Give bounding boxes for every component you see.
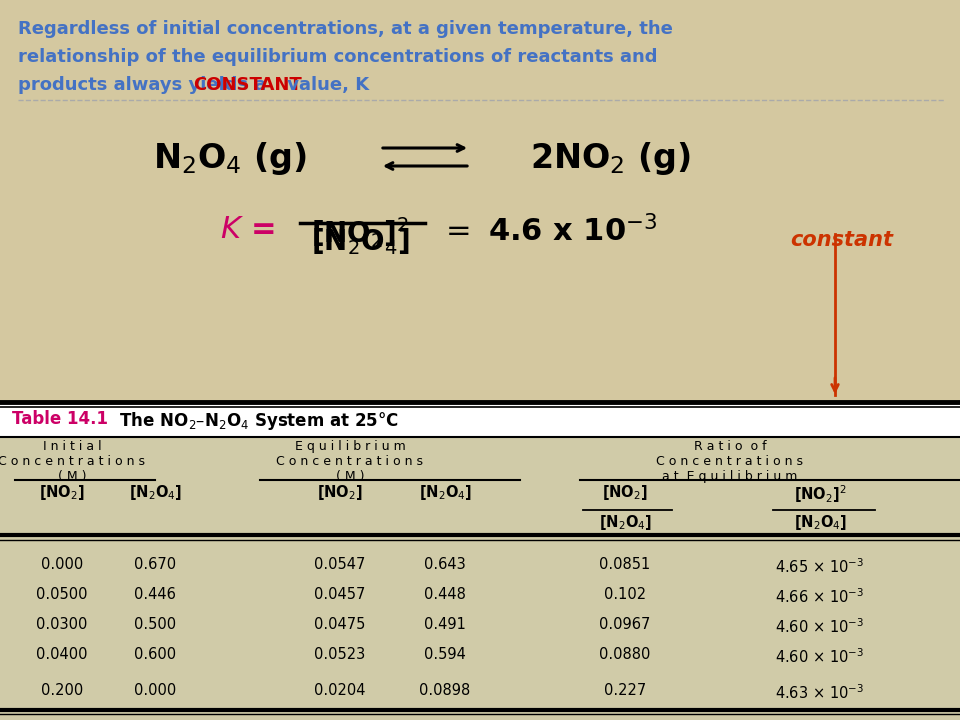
Text: Regardless of initial concentrations, at a given temperature, the: Regardless of initial concentrations, at…: [18, 20, 673, 38]
Text: E q u i l i b r i u m
C o n c e n t r a t i o n s
( M ): E q u i l i b r i u m C o n c e n t r a …: [276, 440, 423, 483]
Text: 4.60 $\times$ 10$^{-3}$: 4.60 $\times$ 10$^{-3}$: [776, 617, 865, 636]
Bar: [0, 437, 960, 720]
Text: 0.448: 0.448: [424, 587, 466, 602]
Text: [NO$_2$]: [NO$_2$]: [317, 483, 363, 502]
Text: $=$ 4.6 x 10$^{-3}$: $=$ 4.6 x 10$^{-3}$: [440, 215, 658, 248]
Text: products always yields a: products always yields a: [18, 76, 273, 94]
Text: 0.0300: 0.0300: [36, 617, 87, 632]
Text: 0.0457: 0.0457: [314, 587, 366, 602]
Text: 0.670: 0.670: [134, 557, 176, 572]
Text: [N$_2$O$_4$]: [N$_2$O$_4$]: [311, 226, 409, 257]
Text: 0.594: 0.594: [424, 647, 466, 662]
Text: 0.102: 0.102: [604, 587, 646, 602]
Text: CONSTANT: CONSTANT: [193, 76, 301, 94]
Text: 4.63 $\times$ 10$^{-3}$: 4.63 $\times$ 10$^{-3}$: [776, 683, 865, 702]
Text: Table 14.1: Table 14.1: [12, 410, 108, 428]
Text: 0.0547: 0.0547: [314, 557, 366, 572]
Text: 0.0500: 0.0500: [36, 587, 87, 602]
Text: [NO$_2$]$^2$: [NO$_2$]$^2$: [794, 483, 847, 505]
Text: 4.66 $\times$ 10$^{-3}$: 4.66 $\times$ 10$^{-3}$: [776, 587, 865, 606]
Text: 0.0400: 0.0400: [36, 647, 87, 662]
Text: 0.600: 0.600: [134, 647, 176, 662]
Text: 2NO$_2$ (g): 2NO$_2$ (g): [530, 140, 690, 177]
Text: value, K: value, K: [281, 76, 370, 94]
Text: $\it{K}$ =: $\it{K}$ =: [220, 215, 275, 244]
Text: [N$_2$O$_4$]: [N$_2$O$_4$]: [598, 513, 652, 532]
Text: [NO$_2$]: [NO$_2$]: [39, 483, 84, 502]
Text: 0.0475: 0.0475: [314, 617, 366, 632]
Text: 4.60 $\times$ 10$^{-3}$: 4.60 $\times$ 10$^{-3}$: [776, 647, 865, 666]
Text: [NO$_2$]$^2$: [NO$_2$]$^2$: [311, 215, 409, 250]
Text: I n i t i a l
C o n c e n t r a t i o n s
( M ): I n i t i a l C o n c e n t r a t i o n …: [0, 440, 146, 483]
Bar: [0, 0, 960, 410]
Text: [N$_2$O$_4$]: [N$_2$O$_4$]: [794, 513, 847, 532]
Text: 0.0967: 0.0967: [599, 617, 651, 632]
Text: 0.0898: 0.0898: [420, 683, 470, 698]
Bar: [0, 402, 960, 437]
Text: 0.0204: 0.0204: [314, 683, 366, 698]
Text: 0.0880: 0.0880: [599, 647, 651, 662]
Text: 0.500: 0.500: [134, 617, 176, 632]
Text: R a t i o  o f
C o n c e n t r a t i o n s
a t  E q u i l i b r i u m: R a t i o o f C o n c e n t r a t i o n …: [657, 440, 804, 483]
Text: 0.200: 0.200: [41, 683, 84, 698]
Text: relationship of the equilibrium concentrations of reactants and: relationship of the equilibrium concentr…: [18, 48, 658, 66]
Bar: [0, 410, 960, 720]
Text: 0.0523: 0.0523: [314, 647, 366, 662]
Text: 4.65 $\times$ 10$^{-3}$: 4.65 $\times$ 10$^{-3}$: [776, 557, 865, 576]
Text: 0.000: 0.000: [41, 557, 84, 572]
Text: [N$_2$O$_4$]: [N$_2$O$_4$]: [419, 483, 471, 502]
Text: 0.0851: 0.0851: [599, 557, 651, 572]
Text: N$_2$O$_4$ (g): N$_2$O$_4$ (g): [154, 140, 307, 177]
Text: 0.000: 0.000: [133, 683, 176, 698]
Text: The NO$_2$–N$_2$O$_4$ System at 25°C: The NO$_2$–N$_2$O$_4$ System at 25°C: [108, 410, 398, 432]
Text: constant: constant: [790, 230, 893, 250]
Text: 0.446: 0.446: [134, 587, 176, 602]
Text: 0.643: 0.643: [424, 557, 466, 572]
Text: [NO$_2$]: [NO$_2$]: [602, 483, 648, 502]
Text: 0.491: 0.491: [424, 617, 466, 632]
Text: 0.227: 0.227: [604, 683, 646, 698]
Text: [N$_2$O$_4$]: [N$_2$O$_4$]: [129, 483, 181, 502]
